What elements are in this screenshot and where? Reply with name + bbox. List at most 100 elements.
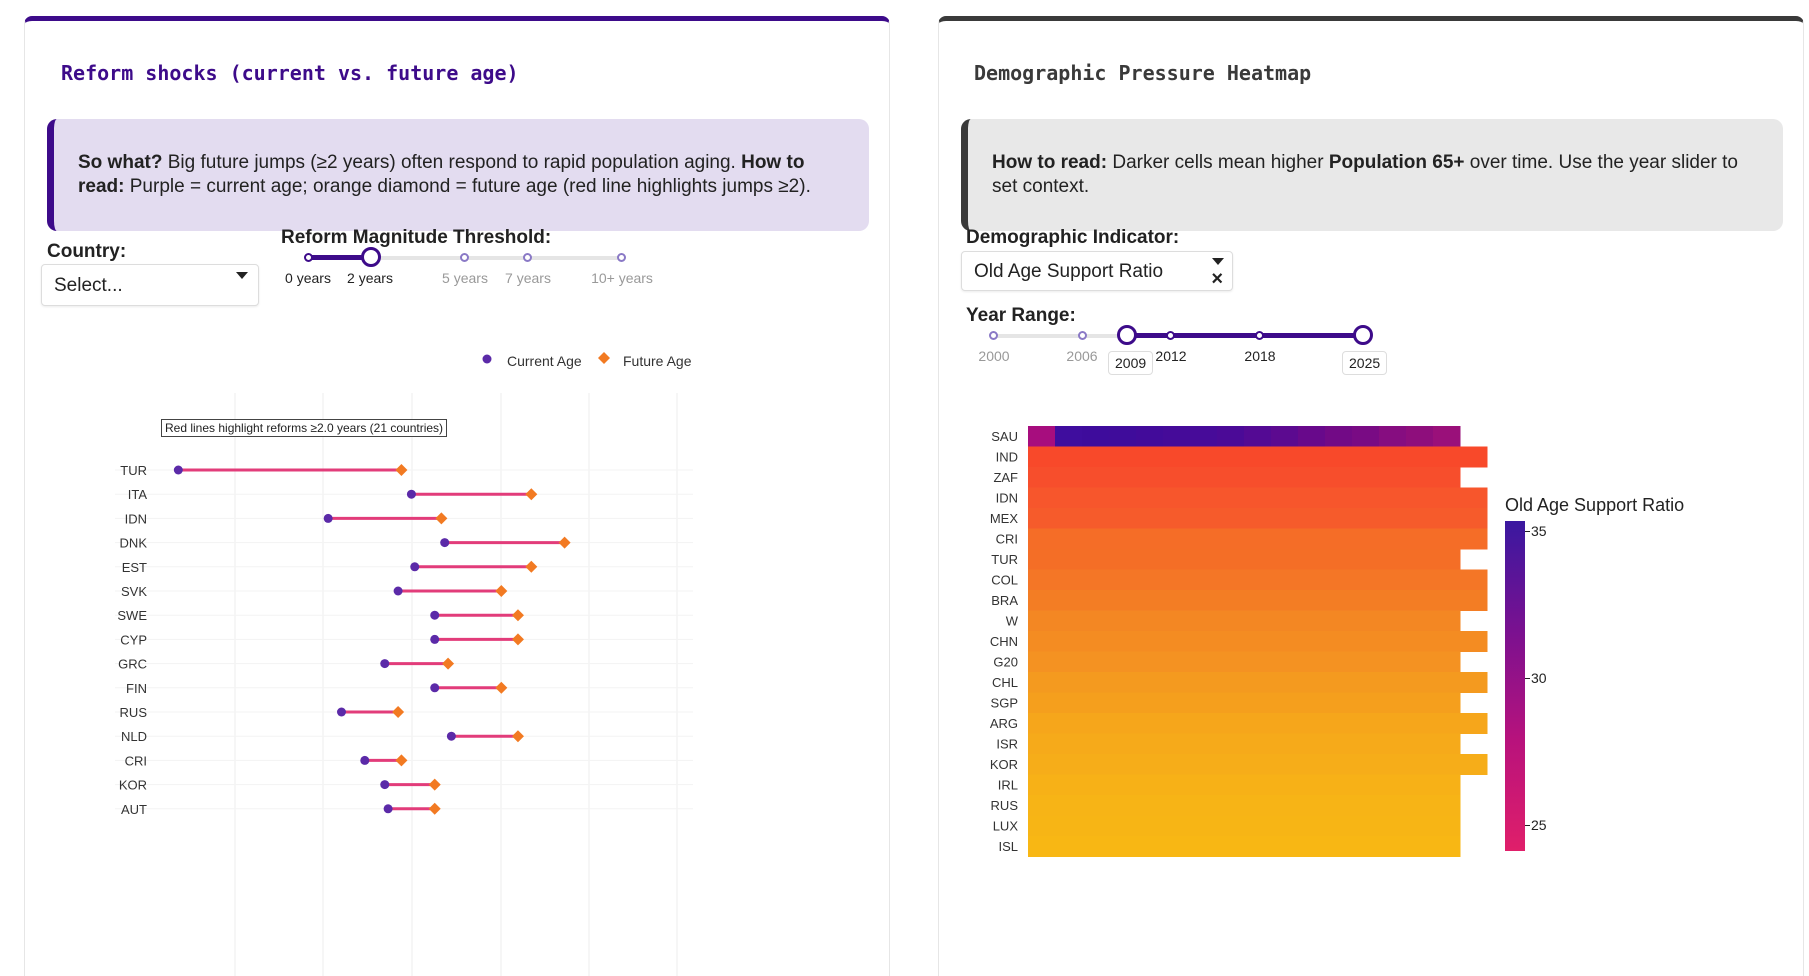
heatmap-cell: [1244, 733, 1272, 755]
heatmap-cell: [1379, 815, 1407, 837]
slider-mark-label[interactable]: 5 years: [442, 270, 488, 286]
slider-mark-label[interactable]: 0 years: [285, 270, 331, 286]
current-age-point: [323, 513, 333, 523]
heatmap-cell: [1325, 836, 1353, 857]
heatmap-cell: [1298, 815, 1326, 837]
y-tick-label: GRC: [118, 657, 147, 672]
heatmap-cell: [1406, 528, 1434, 550]
slider-mark-dot[interactable]: [1166, 331, 1175, 340]
heatmap-cell: [1352, 467, 1380, 488]
heatmap-cell: [1028, 754, 1056, 775]
heatmap-cell: [1190, 815, 1218, 837]
heatmap-cell: [1028, 610, 1056, 632]
heatmap-cell: [1433, 692, 1461, 714]
slider-mark-label[interactable]: 2012: [1155, 348, 1187, 364]
heatmap-cell: [1406, 651, 1434, 673]
callout-bold: So what?: [78, 152, 163, 173]
slider-handle[interactable]: [361, 247, 381, 267]
y-tick-label: NLD: [121, 729, 147, 744]
y-tick-label: RUS: [120, 705, 148, 720]
heatmap-cell: [1163, 774, 1191, 796]
reform-shocks-card: Reform shocks (current vs. future age) S…: [24, 16, 890, 976]
slider-mark-dot[interactable]: [617, 253, 626, 262]
heatmap-cell: [1190, 590, 1218, 611]
heatmap-cell: [1082, 426, 1110, 447]
heatmap-cell: [1433, 836, 1461, 857]
row-label: TUR: [991, 552, 1018, 567]
colorbar: [1505, 521, 1525, 851]
slider-mark-dot[interactable]: [1255, 331, 1264, 340]
heatmap-cell: [1298, 487, 1326, 509]
future-age-point: [395, 754, 408, 767]
heatmap-cell: [1460, 487, 1488, 509]
heatmap-cell: [1244, 672, 1272, 693]
chevron-down-icon[interactable]: [1212, 258, 1224, 265]
heatmap-cell: [1433, 528, 1461, 550]
legend-current-age[interactable]: Current Age: [507, 353, 582, 369]
heatmap-cell: [1352, 487, 1380, 509]
heatmap-cell: [1109, 528, 1137, 550]
heatmap-cell: [1244, 692, 1272, 714]
heatmap-cell: [1217, 692, 1245, 714]
indicator-select[interactable]: Old Age Support Ratio ×: [961, 251, 1233, 291]
heatmap-cell: [1352, 795, 1380, 816]
slider-mark-dot[interactable]: [989, 331, 998, 340]
heatmap-cell: [1190, 795, 1218, 816]
heatmap-cell: [1298, 467, 1326, 488]
heatmap-cell: [1325, 631, 1353, 652]
callout-text: over time. Use the year slider to set co…: [992, 152, 1738, 197]
heatmap-cell: [1190, 528, 1218, 550]
heatmap-cell: [1271, 651, 1299, 673]
row-label: BRA: [991, 593, 1018, 608]
row-label: COL: [991, 573, 1018, 588]
clear-icon[interactable]: ×: [1211, 268, 1223, 290]
slider-mark-label[interactable]: 7 years: [505, 270, 551, 286]
slider-start-handle[interactable]: [1117, 325, 1137, 345]
heatmap-cell: [1352, 713, 1380, 734]
slider-mark-dot[interactable]: [304, 253, 313, 262]
slider-mark-label[interactable]: 2000: [978, 348, 1010, 364]
heatmap-cell: [1325, 795, 1353, 816]
heatmap-cell: [1298, 631, 1326, 652]
heatmap-cell: [1244, 754, 1272, 775]
heatmap-cell: [1433, 754, 1461, 775]
heatmap-cell: [1406, 795, 1434, 816]
slider-mark-label[interactable]: 2 years: [347, 270, 393, 286]
heatmap-cell: [1028, 836, 1056, 857]
heatmap-cell: [1163, 590, 1191, 611]
country-select[interactable]: Select...: [41, 264, 259, 306]
heatmap-cell: [1217, 467, 1245, 488]
heatmap-cell: [1217, 569, 1245, 591]
heatmap-cell: [1055, 590, 1083, 611]
current-age-legend-marker: [482, 354, 492, 364]
heatmap-cell: [1244, 795, 1272, 816]
heatmap-cell: [1136, 467, 1164, 488]
slider-mark-dot[interactable]: [523, 253, 532, 262]
slider-mark-dot[interactable]: [1078, 331, 1087, 340]
legend-future-age[interactable]: Future Age: [623, 353, 692, 369]
slider-mark-dot[interactable]: [460, 253, 469, 262]
heatmap-cell: [1190, 569, 1218, 591]
heatmap-cell: [1136, 795, 1164, 816]
callout-bold: How to read:: [992, 152, 1108, 173]
heatmap-cell: [1433, 426, 1461, 447]
heatmap-cell: [1379, 446, 1407, 468]
slider-mark-label[interactable]: 2006: [1066, 348, 1098, 364]
heatmap-cell: [1028, 528, 1056, 550]
row-label: SAU: [991, 429, 1018, 444]
dumbbell-chart: TUR ITA IDN DNK EST SVK SWE CYP GRC FIN RUS NLD CRI K…: [115, 393, 693, 976]
heatmap-cell: [1190, 487, 1218, 509]
slider-end-handle[interactable]: [1353, 325, 1373, 345]
slider-mark-label[interactable]: 2018: [1244, 348, 1276, 364]
callout-text: Purple = current age; orange diamond = f…: [124, 176, 811, 197]
chevron-down-icon[interactable]: [236, 272, 248, 279]
slider-mark-label[interactable]: 10+ years: [591, 270, 653, 286]
heatmap-cell: [1325, 672, 1353, 693]
info-callout: How to read: Darker cells mean higher Po…: [961, 119, 1783, 231]
heatmap-cell: [1163, 651, 1191, 673]
heatmap-cell: [1082, 672, 1110, 693]
heatmap-cell: [1109, 774, 1137, 796]
card-title: Demographic Pressure Heatmap: [974, 61, 1312, 85]
y-tick-label: FIN: [126, 681, 147, 696]
heatmap-cell: [1136, 692, 1164, 714]
